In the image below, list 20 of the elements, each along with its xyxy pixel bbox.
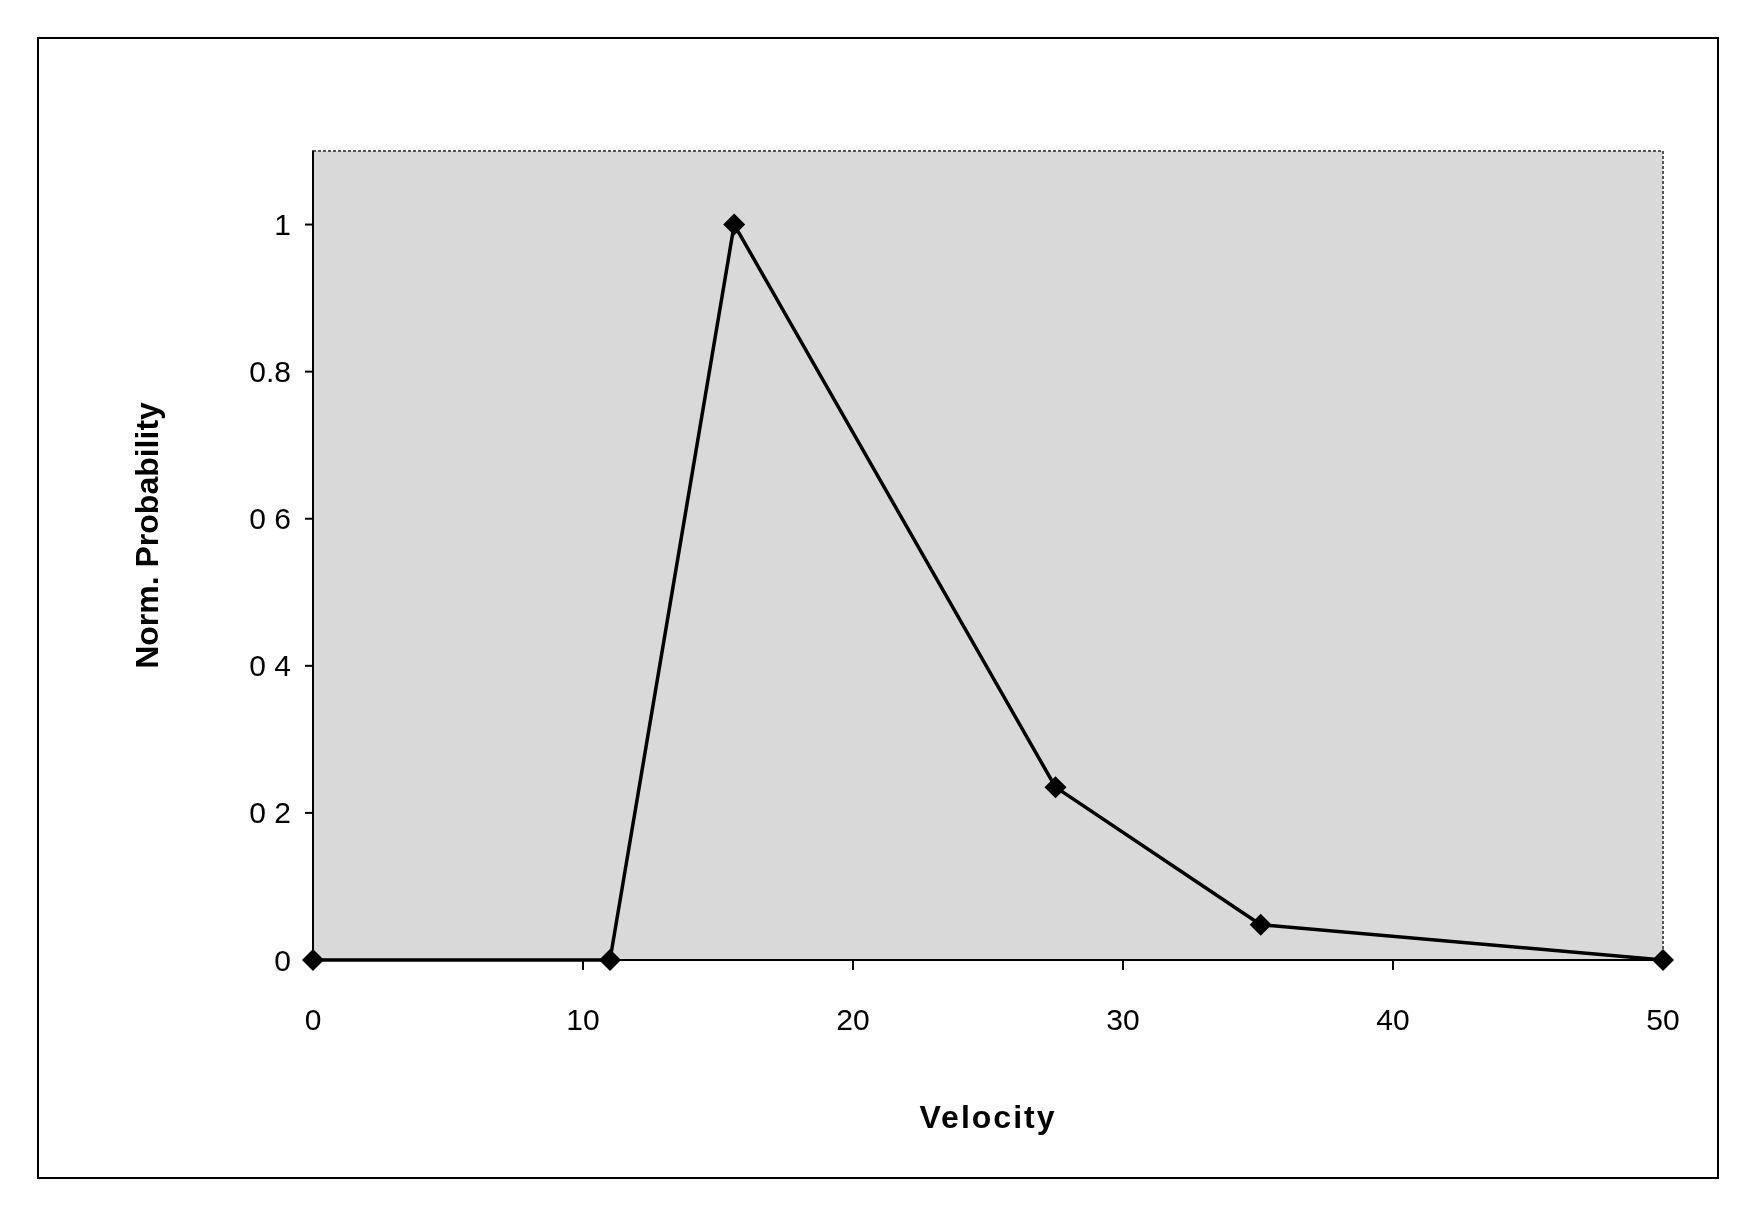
- y-tick-label: 0: [274, 943, 291, 977]
- y-tick-label: 0 6: [249, 502, 291, 536]
- x-tick-label: 0: [304, 1003, 322, 1036]
- y-tick-label: 0 2: [249, 796, 291, 830]
- point: [302, 949, 324, 971]
- x-tick-label: 10: [566, 1003, 600, 1036]
- x-tick-label: 20: [836, 1003, 870, 1036]
- point: [599, 949, 621, 971]
- x-tick-label: 30: [1106, 1003, 1140, 1036]
- y-tick-label: 0 4: [249, 649, 291, 683]
- x-axis-title: Velocity: [919, 1099, 1057, 1135]
- y-axis-title: Norm. Probability: [129, 401, 165, 669]
- point: [1249, 913, 1272, 936]
- x-tick-label: 40: [1376, 1003, 1410, 1036]
- point: [723, 213, 746, 236]
- point: [1044, 776, 1067, 799]
- y-tick-label: 1: [274, 208, 291, 242]
- x-tick-label: 50: [1646, 1003, 1680, 1036]
- y-tick-label: 0.8: [249, 355, 291, 389]
- point: [1652, 949, 1674, 971]
